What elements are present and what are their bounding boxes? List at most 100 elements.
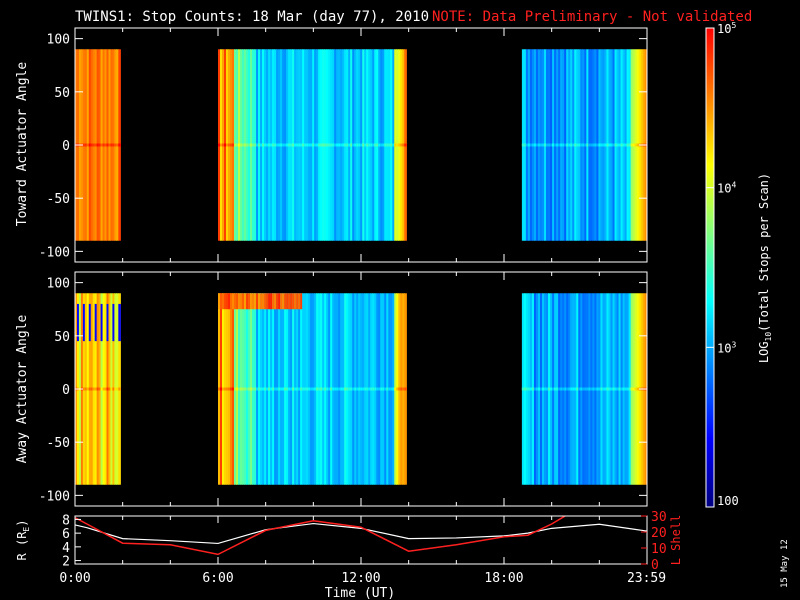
- heatmap-zero-cell: [618, 143, 622, 147]
- heatmap-zero-cell: [533, 143, 537, 147]
- heatmap-zero-cell: [306, 387, 309, 391]
- heatmap-zero-cell: [537, 387, 541, 391]
- heatmap-zero-cell: [258, 143, 261, 147]
- heatmap-zero-cell: [318, 387, 321, 391]
- heatmap-zero-cell: [114, 143, 117, 147]
- colorbar-tick-base: 10: [717, 182, 731, 196]
- heatmap-zero-cell: [400, 387, 403, 391]
- heatmap-zero-cell: [226, 143, 229, 147]
- heatmap-zero-cell: [594, 387, 598, 391]
- heatmap-zero-cell: [566, 143, 569, 147]
- heatmap-zero-cell: [366, 387, 369, 391]
- heatmap-zero-cell: [364, 387, 367, 391]
- heatmap-zero-cell: [278, 143, 281, 147]
- heatmap-band-cell: [224, 293, 227, 310]
- heatmap-zero-cell: [340, 387, 343, 391]
- heatmap-band-cell: [260, 293, 263, 310]
- heatmap-zero-cell: [556, 143, 559, 147]
- heatmap-zero-cell: [98, 387, 102, 391]
- heatmap-zero-cell: [308, 143, 311, 147]
- heatmap-zero-cell: [370, 387, 373, 391]
- date-stamp: 15 May 12: [780, 539, 790, 588]
- heatmap-zero-cell: [300, 387, 303, 391]
- lshell-tick-label: 10: [651, 542, 667, 557]
- heatmap-zero-cell: [110, 387, 114, 391]
- heatmap-zero-cell: [278, 387, 281, 391]
- heatmap-zero-cell: [334, 387, 337, 391]
- heatmap-zero-cell: [614, 387, 618, 391]
- colorbar-label: LOG10(Total Stops per Scan): [757, 173, 773, 363]
- heatmap-zero-cell: [378, 387, 381, 391]
- heatmap-band-cell: [250, 293, 253, 310]
- heatmap-zero-cell: [228, 387, 231, 391]
- heatmap-zero-cell: [116, 387, 119, 391]
- heatmap-zero-cell: [270, 387, 273, 391]
- heatmap-zero-cell: [218, 387, 221, 391]
- heatmap-zero-cell: [578, 387, 581, 391]
- heatmap-zero-cell: [330, 143, 333, 147]
- heatmap-band-cell: [290, 293, 293, 310]
- heatmap-zero-cell: [574, 387, 577, 391]
- heatmap-band-cell: [256, 293, 259, 310]
- heatmap-zero-cell: [256, 143, 259, 147]
- y-tick-label: -50: [47, 436, 70, 451]
- heatmap-zero-cell: [234, 387, 237, 391]
- heatmap-zero-cell: [236, 387, 239, 391]
- colorbar: [705, 27, 715, 508]
- heatmap-zero-cell: [537, 143, 541, 147]
- heatmap-zero-cell: [102, 387, 106, 391]
- heatmap-zero-cell: [282, 143, 285, 147]
- heatmap-zero-cell: [572, 143, 575, 147]
- time-xlabel: Time (UT): [325, 586, 395, 600]
- heatmap-zero-cell: [352, 143, 355, 147]
- heatmap-zero-cell: [260, 387, 263, 391]
- heatmap-zero-cell: [264, 143, 267, 147]
- heatmap-zero-cell: [220, 143, 223, 147]
- heatmap-zero-cell: [280, 387, 283, 391]
- heatmap-zero-cell: [112, 143, 115, 147]
- heatmap-zero-cell: [84, 387, 88, 391]
- heatmap-band-cell: [248, 293, 251, 310]
- r-ylabel-base: R (R: [15, 531, 29, 561]
- heatmap-band-cell: [244, 293, 247, 310]
- r-ylabel-sub: E: [22, 527, 31, 532]
- heatmap-zero-cell: [304, 143, 307, 147]
- colorbar-label-rest: (Total Stops per Scan): [757, 173, 771, 332]
- heatmap-zero-cell: [562, 143, 565, 147]
- heatmap-band-cell: [296, 293, 299, 310]
- heatmap-band-cell: [280, 293, 283, 310]
- y-tick-label: -100: [39, 489, 70, 504]
- heatmap-zero-cell: [218, 143, 221, 147]
- heatmap-zero-cell: [630, 387, 634, 391]
- heatmap-zero-cell: [362, 143, 365, 147]
- y-tick-label: -100: [39, 245, 70, 260]
- heatmap-zero-cell: [628, 143, 632, 147]
- heatmap-zero-cell: [336, 387, 339, 391]
- heatmap-zero-cell: [384, 143, 387, 147]
- heatmap-zero-cell: [326, 387, 329, 391]
- y-tick-label: 100: [47, 277, 70, 292]
- heatmap-zero-cell: [531, 143, 535, 147]
- heatmap-zero-cell: [266, 387, 269, 391]
- heatmap-zero-cell: [394, 143, 397, 147]
- heatmap-zero-cell: [230, 143, 233, 147]
- heatmap-zero-cell: [112, 387, 115, 391]
- heatmap-zero-cell: [592, 143, 595, 147]
- heatmap-zero-cell: [582, 387, 585, 391]
- heatmap-zero-cell: [572, 387, 575, 391]
- x-tick-label: 23:59: [627, 571, 666, 586]
- heatmap-band-cell: [282, 293, 285, 310]
- heatmap-zero-cell: [310, 143, 313, 147]
- heatmap-zero-cell: [540, 387, 543, 391]
- heatmap-zero-cell: [382, 387, 385, 391]
- heatmap-zero-cell: [250, 143, 253, 147]
- heatmap-band-cell: [288, 293, 291, 310]
- heatmap-band-cell: [262, 293, 265, 310]
- heatmap-zero-cell: [312, 143, 315, 147]
- heatmap-zero-cell: [356, 143, 359, 147]
- heatmap-zero-cell: [242, 387, 245, 391]
- heatmap-zero-cell: [600, 387, 604, 391]
- heatmap-zero-cell: [312, 387, 315, 391]
- heatmap-zero-cell: [552, 143, 555, 147]
